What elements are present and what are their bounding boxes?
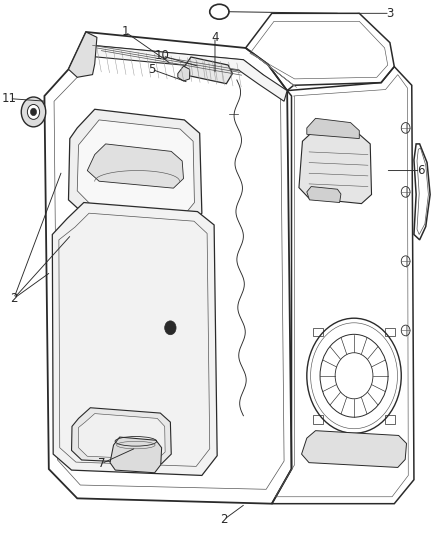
Text: 7: 7 <box>98 457 105 470</box>
Polygon shape <box>77 45 287 101</box>
Text: 10: 10 <box>155 50 170 62</box>
Polygon shape <box>307 187 341 203</box>
Polygon shape <box>299 129 371 204</box>
Text: 2: 2 <box>220 513 227 526</box>
Text: 2: 2 <box>10 292 18 305</box>
Polygon shape <box>68 109 202 225</box>
Text: 3: 3 <box>386 7 394 20</box>
Circle shape <box>21 97 46 127</box>
Text: 11: 11 <box>2 92 17 105</box>
Polygon shape <box>184 57 233 84</box>
Text: 4: 4 <box>211 31 219 44</box>
Polygon shape <box>307 118 359 139</box>
Text: 6: 6 <box>417 164 424 177</box>
Polygon shape <box>302 431 406 467</box>
Polygon shape <box>110 437 162 473</box>
Polygon shape <box>78 414 165 459</box>
Polygon shape <box>71 408 171 464</box>
Polygon shape <box>77 120 194 212</box>
Circle shape <box>28 104 39 119</box>
Text: 5: 5 <box>148 63 155 76</box>
Polygon shape <box>68 32 97 77</box>
Circle shape <box>165 321 176 335</box>
Polygon shape <box>87 144 184 188</box>
Text: 1: 1 <box>122 26 129 38</box>
Polygon shape <box>52 203 217 475</box>
Circle shape <box>31 108 36 116</box>
Polygon shape <box>178 66 190 81</box>
